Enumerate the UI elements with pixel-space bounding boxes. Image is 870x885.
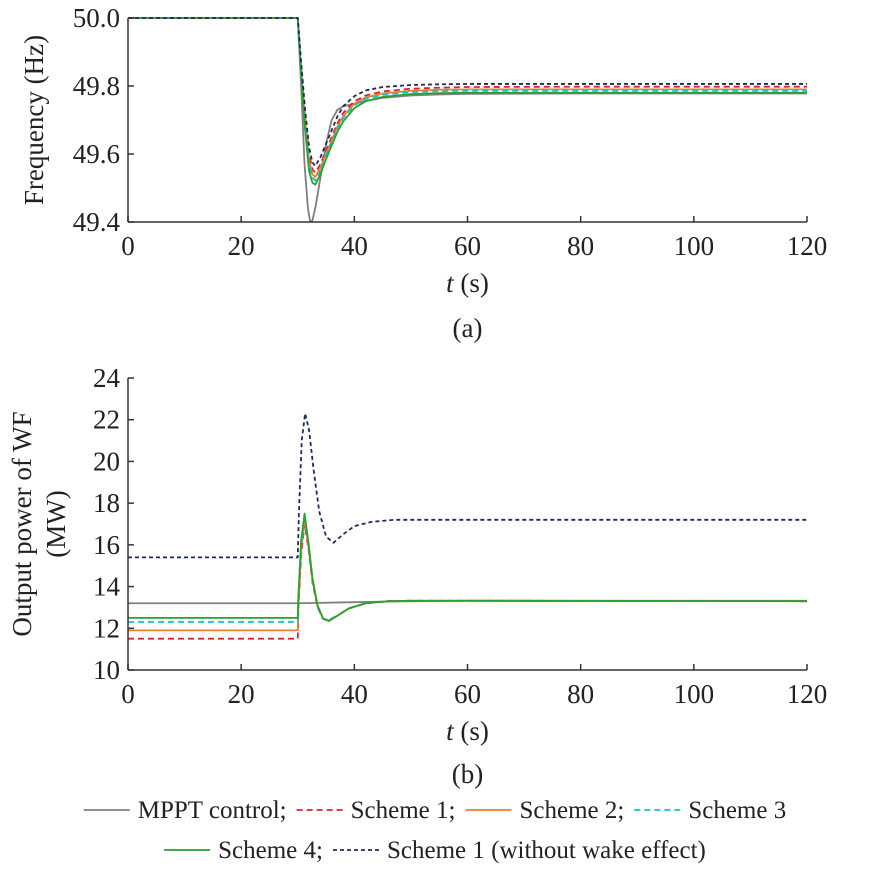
x-tick-label: 20	[228, 679, 255, 709]
x-tick-label: 100	[674, 679, 715, 709]
series-line-1-4	[128, 17, 807, 182]
y-axis-label: (MW)	[41, 490, 71, 557]
y-axis-label: Frequency (Hz)	[19, 35, 49, 205]
legend-entry-label: Scheme 4;	[218, 837, 323, 864]
x-tick-label: 0	[121, 231, 135, 261]
chart-panel-2: 0 20 40 60 80 100 120 10 12 14 16 18 20 22 24 t (s) Outp…	[7, 363, 827, 789]
series-line-2-5	[128, 512, 807, 622]
x-tick-label: 20	[228, 231, 255, 261]
y-tick-label: 16	[93, 530, 120, 560]
y-tick-label: 50.0	[73, 3, 120, 33]
legend-entry-label: MPPT control;	[138, 797, 287, 824]
panel-caption: (b)	[452, 759, 483, 789]
series-line-1-2	[128, 17, 807, 174]
legend-entry-label: Scheme 2;	[519, 797, 624, 824]
series-line-1-6	[128, 17, 807, 167]
series-line-1-3	[128, 17, 807, 179]
x-tick-label: 80	[567, 231, 594, 261]
y-tick-label: 49.4	[73, 207, 121, 237]
panel-caption: (a)	[453, 313, 483, 343]
y-axis-label: Output power of WF	[7, 411, 37, 636]
series-line-2-6	[128, 412, 807, 559]
y-tick-label: 20	[93, 446, 120, 476]
series-line-1-1	[128, 17, 807, 222]
x-tick-label: 40	[341, 679, 368, 709]
y-tick-label: 10	[93, 655, 120, 685]
x-axis-label: t (s)	[446, 268, 489, 298]
y-tick-label: 49.8	[73, 71, 120, 101]
y-tick-label: 12	[93, 613, 120, 643]
y-tick-label: 18	[93, 488, 120, 518]
legend-entry-label: Scheme 1;	[351, 797, 456, 824]
x-tick-label: 0	[121, 679, 135, 709]
series-line-2-4	[128, 514, 807, 623]
x-tick-label: 60	[454, 231, 481, 261]
series-line-1-5	[128, 17, 807, 186]
x-tick-label: 60	[454, 679, 481, 709]
x-tick-label: 40	[341, 231, 368, 261]
x-tick-label: 120	[787, 679, 828, 709]
chart-panel-1: 0 20 40 60 80 100 120 49.4 49.6 49.8 50.0 t (s) Freq…	[19, 3, 827, 343]
series-line-2-3	[128, 516, 807, 632]
x-tick-label: 120	[787, 231, 828, 261]
legend-entry-label: Scheme 3	[688, 797, 786, 824]
y-tick-label: 49.6	[73, 139, 120, 169]
x-tick-label: 80	[567, 679, 594, 709]
legend-entry-label: Scheme 1 (without wake effect)	[387, 837, 706, 864]
x-tick-label: 100	[674, 231, 715, 261]
y-tick-label: 14	[93, 572, 121, 602]
legend: MPPT control; Scheme 1; Scheme 2; Scheme 3 S…	[83, 797, 786, 864]
x-axis-label: t (s)	[446, 716, 489, 746]
y-tick-label: 22	[93, 405, 120, 435]
y-tick-label: 24	[93, 363, 121, 393]
